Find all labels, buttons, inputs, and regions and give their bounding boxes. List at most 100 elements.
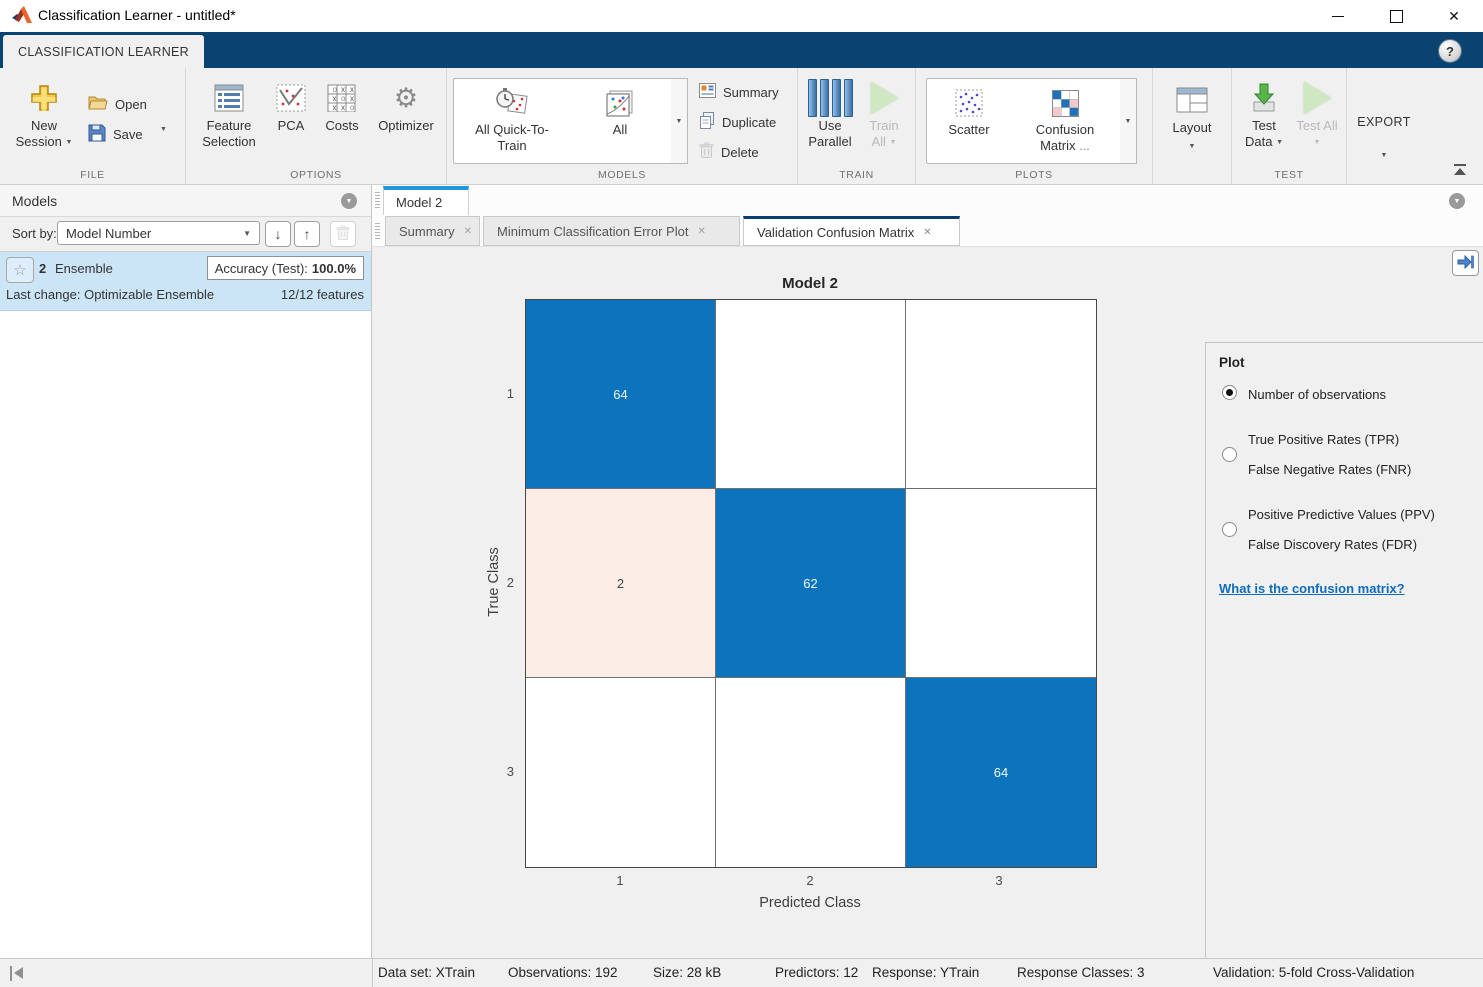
test-all-button[interactable]: Test All ▼	[1294, 78, 1340, 151]
train-all-play-icon	[870, 78, 898, 118]
radio-label[interactable]: Positive Predictive Values (PPV)	[1248, 507, 1435, 522]
all-quick-to-train-button[interactable]: All Quick-To-Train	[454, 79, 570, 163]
accuracy-label: Accuracy (Test):	[214, 260, 308, 276]
svg-text:o: o	[341, 94, 346, 103]
tab-classification-learner[interactable]: CLASSIFICATION LEARNER	[3, 35, 204, 68]
collapse-left-panel-button[interactable]	[10, 966, 26, 981]
layout-button[interactable]: Layout ▼	[1162, 80, 1222, 155]
radio-tpr-fnr[interactable]	[1222, 447, 1237, 462]
export-button[interactable]: EXPORT ▼	[1349, 114, 1419, 164]
maximize-button[interactable]	[1367, 0, 1425, 32]
document-tab-model2[interactable]: Model 2	[383, 186, 469, 215]
x-tick: 2	[806, 873, 814, 888]
optimizer-label: Optimizer	[378, 118, 434, 133]
delete-model-button[interactable]	[330, 221, 356, 247]
drag-handle-icon[interactable]	[375, 223, 380, 239]
use-parallel-button[interactable]: Use Parallel	[804, 78, 856, 150]
pca-label: PCA	[277, 118, 305, 133]
section-label-options: OPTIONS	[290, 169, 342, 181]
chevron-down-icon: ▼	[243, 228, 251, 238]
section-label-plots: PLOTS	[1015, 169, 1053, 181]
ribbon-section-options: Feature Selection PCA	[186, 68, 447, 184]
feature-selection-button[interactable]: Feature Selection	[194, 78, 264, 150]
ribbon-section-models: All Quick-To-Train All	[447, 68, 798, 184]
sort-descending-button[interactable]: ↓	[265, 221, 291, 247]
save-button[interactable]: Save	[88, 122, 147, 146]
confusion-cell: 64	[906, 678, 1096, 867]
section-label-train: TRAIN	[839, 169, 874, 181]
features-count: 12/12 features	[280, 287, 364, 302]
chevron-down-icon: ▼	[1380, 152, 1388, 159]
collapse-ribbon-button[interactable]	[1451, 164, 1469, 178]
test-data-button[interactable]: Test Data ▼	[1238, 78, 1290, 151]
train-all-button[interactable]: Train All ▼	[860, 78, 908, 151]
tab-validation-confusion-matrix[interactable]: Validation Confusion Matrix ✕	[743, 216, 960, 246]
document-area: Model 2 ▼ Summary ✕ Minimum Classificati…	[372, 185, 1483, 958]
radio-ppv-fdr[interactable]	[1222, 522, 1237, 537]
help-button[interactable]: ?	[1438, 39, 1462, 63]
radio-number-of-observations[interactable]	[1222, 385, 1237, 400]
sort-by-select[interactable]: Model Number ▼	[57, 221, 260, 245]
confusion-matrix-help-link[interactable]: What is the confusion matrix?	[1219, 581, 1405, 596]
svg-text:o: o	[350, 103, 355, 112]
hide-options-panel-button[interactable]	[1452, 250, 1479, 276]
sort-by-value: Model Number	[66, 225, 152, 241]
delete-button[interactable]: Delete	[699, 140, 779, 164]
tab-min-classification-error-plot[interactable]: Minimum Classification Error Plot ✕	[483, 216, 740, 246]
summary-button[interactable]: Summary	[699, 80, 779, 104]
confusion-cell: 62	[716, 489, 906, 678]
confusion-cell: 64	[526, 300, 716, 489]
layout-label: Layout	[1172, 120, 1212, 135]
arrow-right-to-bar-icon	[1457, 254, 1474, 272]
ribbon-section-plots: Scatter	[916, 68, 1153, 184]
close-button[interactable]: ✕	[1425, 0, 1483, 32]
pca-button[interactable]: PCA	[270, 78, 312, 134]
save-dropdown-arrow[interactable]: ▼	[160, 126, 167, 133]
models-panel-collapse-button[interactable]: ▼	[341, 193, 357, 209]
new-session-button[interactable]: New Session ▼	[12, 78, 76, 151]
radio-label[interactable]: True Positive Rates (TPR)	[1248, 432, 1400, 447]
scatter-plot-button[interactable]: Scatter	[927, 79, 1011, 163]
minimize-button[interactable]	[1309, 0, 1367, 32]
open-button[interactable]: Open	[88, 92, 147, 116]
duplicate-button[interactable]: Duplicate	[699, 110, 779, 134]
sort-ascending-button[interactable]: ↑	[294, 221, 320, 247]
status-predictors: Predictors: 12	[775, 965, 859, 980]
new-session-label: New Session	[15, 118, 62, 149]
radio-label[interactable]: Number of observations	[1248, 387, 1387, 402]
favorite-button[interactable]: ☆	[6, 257, 34, 283]
optimizer-button[interactable]: ⚙ Optimizer	[372, 78, 440, 134]
model-list-item[interactable]: ☆ 2 Ensemble Accuracy (Test): 100.0% Las…	[0, 252, 371, 311]
delete-label: Delete	[721, 144, 759, 160]
confusion-cell	[906, 489, 1096, 678]
use-parallel-label: Use Parallel	[808, 118, 852, 149]
document-collapse-button[interactable]: ▼	[1449, 193, 1465, 209]
radio-label[interactable]: False Discovery Rates (FDR)	[1248, 537, 1418, 552]
feature-selection-icon	[214, 78, 244, 118]
svg-text:x: x	[333, 94, 337, 103]
plots-gallery: Scatter	[926, 78, 1122, 164]
plot-options-title: Plot	[1219, 355, 1245, 370]
close-icon[interactable]: ✕	[923, 226, 932, 238]
models-panel-title: Models	[12, 192, 58, 209]
close-icon[interactable]: ✕	[697, 225, 706, 237]
confusion-matrix-icon	[1051, 84, 1079, 122]
models-gallery-dropdown[interactable]: ▼	[671, 78, 688, 164]
test-data-icon	[1249, 78, 1279, 118]
export-label: EXPORT	[1357, 115, 1411, 129]
last-change: Last change: Optimizable Ensemble	[6, 287, 215, 302]
plots-gallery-dropdown[interactable]: ▼	[1120, 78, 1137, 164]
ribbon-section-test: Test Data ▼ Test All ▼ TEST	[1232, 68, 1347, 184]
status-observations: Observations: 192	[508, 965, 618, 980]
status-dataset: Data set: XTrain	[378, 965, 476, 980]
drag-handle-icon[interactable]	[375, 192, 380, 208]
use-parallel-icon	[807, 78, 853, 118]
confusion-matrix-button[interactable]: Confusion Matrix ...	[1011, 79, 1119, 163]
radio-label[interactable]: False Negative Rates (FNR)	[1248, 462, 1412, 477]
tab-summary[interactable]: Summary ✕	[385, 216, 480, 246]
status-response-classes: Response Classes: 3	[1017, 965, 1145, 980]
close-icon[interactable]: ✕	[463, 225, 473, 237]
all-models-button[interactable]: All	[570, 79, 670, 163]
